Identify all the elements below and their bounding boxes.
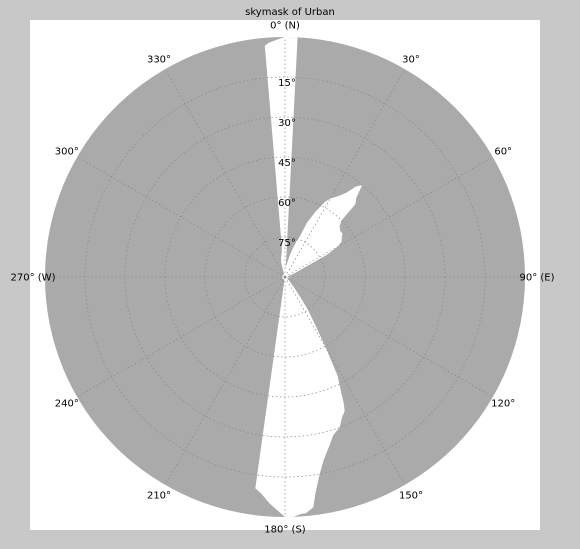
elevation-tick-label: 60° [278,198,296,209]
azimuth-tick-label: 330° [147,54,171,65]
azimuth-tick-label: 270° (W) [11,273,56,284]
azimuth-tick-label: 0° (N) [270,21,300,32]
chart-title: skymask of Urban [245,7,335,18]
label-layer: 0° (N) 30° 60° 90° (E) 120° 150° 180° (S) 210° 2… [11,21,555,536]
sky-region [255,37,363,517]
elevation-tick-label: 45° [278,158,296,169]
azimuth-tick-label: 30° [402,54,420,65]
azimuth-tick-label: 120° [491,399,515,410]
elevation-tick-label: 75° [278,238,296,249]
azimuth-tick-label: 300° [55,147,79,158]
azimuth-tick-label: 210° [147,491,171,502]
elevation-tick-label: 15° [278,78,296,89]
elevation-tick-label: 30° [278,118,296,129]
azimuth-tick-label: 60° [494,147,512,158]
sky-region-layer [255,37,363,517]
azimuth-tick-label: 180° (S) [264,525,306,536]
grid-layer [45,37,525,517]
azimuth-tick-label: 150° [399,491,423,502]
azimuth-tick-label: 240° [55,399,79,410]
azimuth-tick-label: 90° (E) [519,273,554,284]
